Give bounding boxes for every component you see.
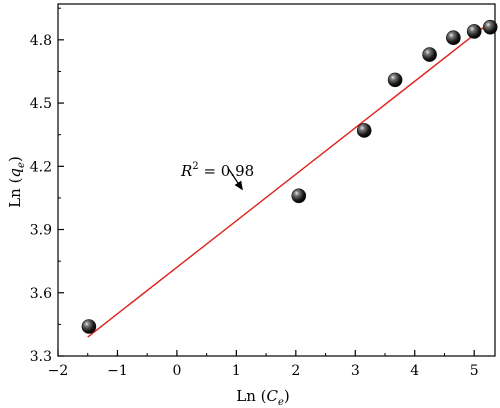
data-point (356, 123, 372, 138)
y-tick-label: 3.3 (30, 349, 52, 365)
x-tick-label: −1 (107, 363, 128, 379)
x-tick-label: 1 (232, 363, 241, 379)
x-tick-label: 0 (172, 363, 181, 379)
plot-frame (57, 3, 496, 357)
y-tick-label: 4.2 (30, 159, 52, 175)
data-point (387, 72, 403, 88)
x-tick-label: 3 (351, 363, 360, 379)
y-tick-label: 3.6 (30, 286, 52, 302)
data-point (81, 319, 97, 334)
y-tick-label: 3.9 (30, 223, 52, 239)
annotation-arrow (227, 168, 243, 191)
regression-line (87, 20, 493, 338)
x-tick-label: −2 (48, 363, 69, 379)
x-tick-label: 2 (291, 363, 300, 379)
y-axis-title: Ln (qe) (6, 156, 27, 208)
data-point (466, 24, 482, 39)
x-axis-title: Ln (Ce) (236, 387, 290, 408)
y-tick-label: 4.5 (30, 96, 52, 112)
x-tick-label: 5 (470, 363, 479, 379)
x-tick-label: 4 (410, 363, 419, 379)
data-point (291, 188, 307, 204)
y-tick-label: 4.8 (30, 33, 52, 49)
r-squared-annotation: R2 = 0.98 (180, 161, 254, 180)
data-point (422, 47, 437, 62)
data-point (446, 30, 461, 46)
data-point (482, 19, 498, 35)
